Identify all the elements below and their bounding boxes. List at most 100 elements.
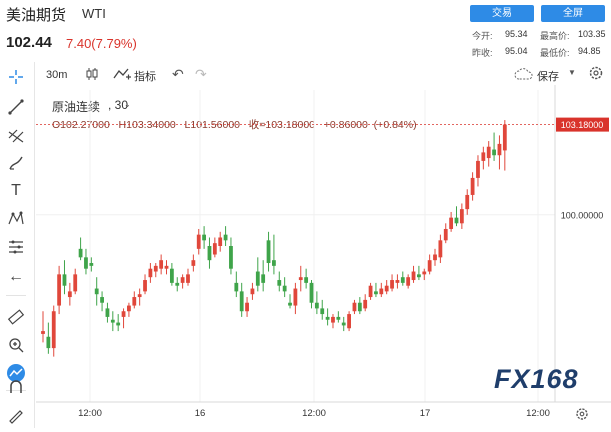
x-tick-label: 12:00 xyxy=(78,408,102,419)
candle-body xyxy=(384,285,389,292)
candle-body xyxy=(486,146,491,159)
candle-body xyxy=(196,234,201,249)
candle-body xyxy=(191,260,196,266)
candle-body xyxy=(100,297,104,303)
ruler-icon[interactable] xyxy=(5,306,27,328)
candle-body xyxy=(282,285,287,292)
candle-body xyxy=(143,280,147,292)
candle-body xyxy=(62,274,67,286)
x-tick-label: 17 xyxy=(420,408,431,419)
candle-body xyxy=(132,297,137,306)
candle-body xyxy=(239,291,244,312)
candle-body xyxy=(218,237,223,246)
candle-body xyxy=(368,285,373,298)
series-menu-chevron-icon[interactable]: ⌄ xyxy=(124,100,131,109)
candle-body xyxy=(78,248,83,258)
candle-body xyxy=(148,268,153,278)
candle-body xyxy=(325,316,330,320)
series-interval: 30 xyxy=(114,98,129,112)
candle-body xyxy=(304,277,309,283)
candle-body xyxy=(186,274,190,283)
candle-body xyxy=(497,143,502,156)
candle-body xyxy=(438,240,443,258)
candle-body xyxy=(293,288,298,306)
save-button[interactable]: 保存 xyxy=(537,71,559,83)
chart-settings-icon[interactable] xyxy=(588,65,604,86)
watermark-logo: FX168 xyxy=(494,364,579,394)
candle-body xyxy=(105,308,110,317)
candle-body xyxy=(272,260,276,266)
save-menu-chevron-icon[interactable]: ▼ xyxy=(568,68,576,77)
candle-body xyxy=(169,268,174,283)
candle-body xyxy=(465,194,470,210)
candle-body xyxy=(476,160,480,178)
stat-high-label: 最高价: xyxy=(540,31,570,41)
candle-body xyxy=(110,319,115,323)
crosshair-icon[interactable] xyxy=(5,66,27,88)
fullscreen-button[interactable]: 全屏 xyxy=(541,5,605,22)
stat-open-value: 95.34 xyxy=(505,29,528,39)
candle-body xyxy=(336,316,341,320)
candle-body xyxy=(164,265,169,269)
redo-icon[interactable]: ↷ xyxy=(195,66,207,82)
axis-settings-icon[interactable] xyxy=(576,408,588,420)
candle-body xyxy=(427,260,432,272)
candle-body xyxy=(137,294,142,298)
indicators-icon[interactable] xyxy=(113,66,131,87)
candle-body xyxy=(406,277,411,286)
candle-body xyxy=(352,302,357,312)
magnet-icon[interactable] xyxy=(5,376,27,398)
series-name: 原油连续 xyxy=(52,100,101,114)
candle-body xyxy=(41,331,45,334)
candle-body xyxy=(400,277,405,283)
prediction-icon[interactable] xyxy=(5,236,27,258)
x-tick-label: 16 xyxy=(195,408,206,419)
x-tick-label: 12:00 xyxy=(302,408,326,419)
chart-theme-icon[interactable] xyxy=(5,362,27,384)
trade-button[interactable]: 交易 xyxy=(470,5,534,22)
candle-body xyxy=(229,246,233,269)
candle-body xyxy=(298,277,303,281)
candle-body xyxy=(89,263,94,266)
fib-tool-icon[interactable] xyxy=(5,124,27,146)
undo-icon[interactable]: ↶ xyxy=(172,66,184,82)
trend-line-icon[interactable] xyxy=(5,96,27,118)
lock-drawing-icon[interactable] xyxy=(5,404,27,426)
candle-body xyxy=(502,124,507,151)
candle-body xyxy=(207,246,212,261)
x-tick-label: 12:00 xyxy=(526,408,550,419)
instrument-title: 美油期货 xyxy=(6,7,67,24)
candle-body xyxy=(202,234,206,241)
candle-body xyxy=(411,271,416,281)
candle-body xyxy=(46,336,51,349)
candle-body xyxy=(314,302,319,309)
candle-body xyxy=(347,314,351,329)
candle-body xyxy=(245,302,249,312)
candle-body xyxy=(374,291,378,295)
candle-body xyxy=(309,282,314,303)
brush-icon[interactable] xyxy=(5,152,27,174)
zoom-in-icon[interactable] xyxy=(5,334,27,356)
candle-body xyxy=(250,288,255,295)
candle-body xyxy=(454,217,459,224)
interval-selector[interactable]: 30m xyxy=(46,69,68,81)
candle-body xyxy=(331,316,335,323)
candle-body xyxy=(121,311,126,317)
candle-body xyxy=(390,280,394,289)
candle-body xyxy=(492,149,496,156)
stat-high-value: 103.35 xyxy=(578,29,606,39)
candle-body xyxy=(320,308,325,315)
candle-body xyxy=(277,280,282,286)
candle-body xyxy=(459,209,464,224)
candle-body xyxy=(57,274,62,306)
pattern-icon[interactable] xyxy=(5,208,27,230)
candle-body xyxy=(433,254,437,261)
cloud-icon[interactable] xyxy=(514,66,534,87)
candle-body xyxy=(341,322,346,326)
candle-type-icon[interactable] xyxy=(85,66,99,87)
ohlc-readout: O102.27000 H103.34000 L101.56000 收=103.1… xyxy=(52,119,417,131)
back-arrow-icon[interactable]: ← xyxy=(8,268,24,285)
text-tool-icon[interactable]: T xyxy=(11,182,21,199)
indicators-button[interactable]: 指标 xyxy=(134,71,156,83)
